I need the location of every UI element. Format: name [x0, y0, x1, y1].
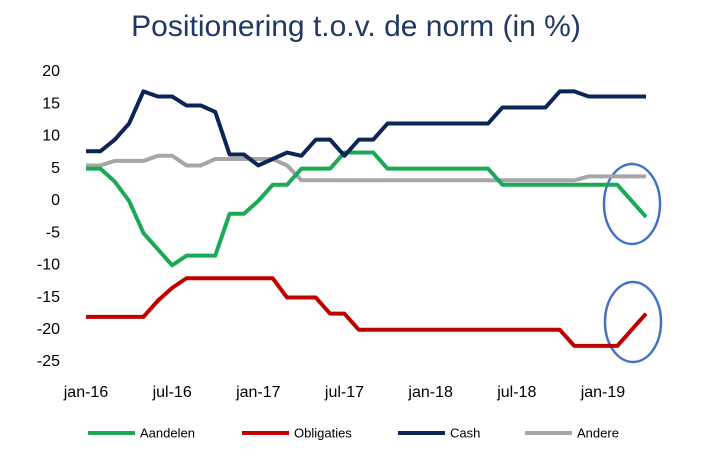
y-tick-label: 10: [42, 128, 60, 145]
y-tick-label: 15: [42, 95, 60, 112]
legend-label: Aandelen: [140, 425, 195, 440]
legend-label: Andere: [577, 425, 619, 440]
y-tick-label: -20: [37, 321, 60, 338]
x-tick-label: jan-19: [580, 384, 626, 401]
series-line: [86, 150, 648, 268]
y-tick-label: 20: [42, 63, 60, 80]
y-tick-label: -10: [37, 257, 60, 274]
highlight-circle: [603, 280, 663, 364]
y-tick-label: 5: [51, 160, 60, 177]
x-tick-label: jan-16: [63, 384, 109, 401]
series-line: [86, 276, 648, 348]
y-tick-label: 0: [51, 192, 60, 209]
x-tick-label: jan-18: [407, 384, 453, 401]
series-line: [86, 89, 647, 168]
chart-title: Positionering t.o.v. de norm (in %): [131, 10, 581, 43]
x-tick-label: jul-18: [496, 384, 536, 401]
x-tick-label: jul-16: [152, 384, 192, 401]
x-tick-label: jan-17: [235, 384, 281, 401]
y-tick-label: -25: [37, 353, 60, 370]
x-tick-label: jul-17: [324, 384, 364, 401]
legend-label: Cash: [450, 425, 480, 440]
series-line: [86, 153, 647, 183]
highlight-circle: [602, 162, 662, 246]
legend-label: Obligaties: [294, 425, 352, 440]
y-tick-label: -15: [37, 289, 60, 306]
y-tick-label: -5: [46, 224, 60, 241]
